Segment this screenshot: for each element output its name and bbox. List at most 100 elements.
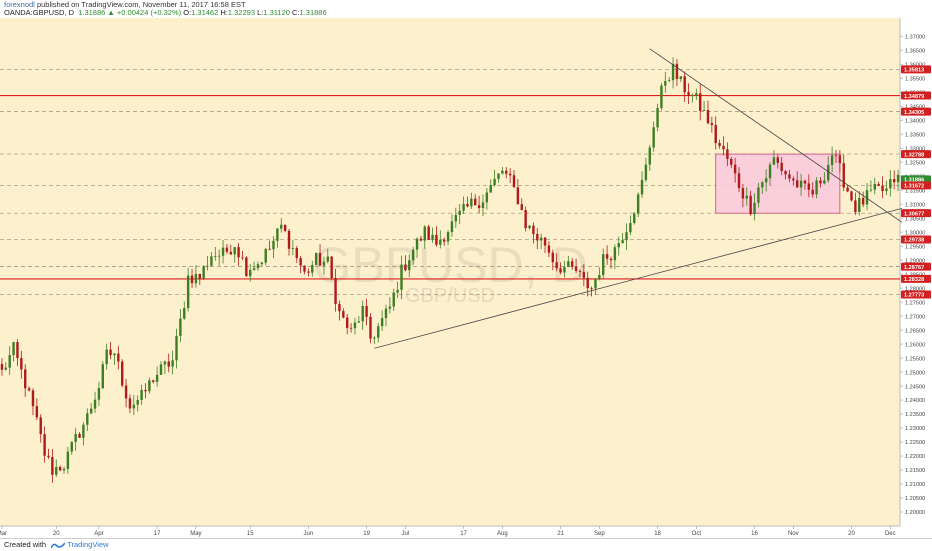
tradingview-link[interactable]: TradingView [67,540,109,549]
candle-body-up [194,273,198,284]
author-link[interactable]: forexnodl [4,0,35,9]
price-axis[interactable]: 1.370001.365001.360001.355001.350001.345… [900,34,925,516]
candle-body-up [761,182,764,188]
candle-body-up [384,308,388,319]
trendlines-layer[interactable] [374,48,903,349]
trendline[interactable] [374,207,903,349]
candle-body-up [272,240,275,250]
candle-body-up [392,292,395,307]
candle-body-up [411,249,415,261]
candle-body-up [621,240,624,244]
price-tick-label: 1.28000 [905,286,925,292]
time-axis[interactable]: Mar 20 Apr 17 May 15 Jun 19 Jul 17 Aug 21 Sep 18 Oct 16… [0,526,896,537]
candle-body-up [439,239,442,245]
open-value: 1.31462 [191,8,219,17]
candle-body-up [252,268,256,270]
candle-body-up [598,275,601,280]
candle-body-down [124,385,128,399]
time-tick-label: Jul [402,531,410,537]
time-tick-label: Nov [788,531,799,537]
candle-body-down [307,271,310,273]
candle-body-down [803,180,807,184]
trendline[interactable] [649,48,903,223]
publish-line: forexnodl published on TradingView.com, … [4,0,246,9]
candlestick-chart[interactable]: GBPUSD, D GBP/USD 1.370001.365001.360001… [0,0,932,538]
candle-body-down [365,305,368,317]
price-tag-box [901,262,931,271]
candle-body-up [613,247,617,261]
candle-body-up [82,424,85,438]
price-tag-label: 1.35813 [904,68,924,74]
time-tick-label: Oct [692,531,702,537]
candle-body-down [268,248,271,250]
price-tick-label: 1.23000 [905,426,925,432]
candle-body-down [551,252,555,263]
candle-body-up [377,326,380,338]
time-tick-label: 21 [557,531,564,537]
time-tick-label: Sep [594,531,605,537]
candle-body-down [784,171,787,175]
candle-body-up [528,225,531,229]
price-tag-label: 1.34879 [904,94,924,100]
candle-body-down [780,162,783,172]
candle-body-down [345,317,349,328]
price-tick-label: 1.31000 [905,202,925,208]
candle-body-down [27,388,31,391]
price-tag-label: 1.31886 [904,178,924,184]
candle-body-up [136,399,139,405]
candle-body-down [586,277,589,289]
price-tag-label: 1.27773 [904,293,924,299]
candle-body-up [470,198,473,207]
candle-body-up [132,404,136,409]
candle-body-up [163,361,167,365]
candle-body-down [819,180,822,184]
candle-body-up [431,234,434,240]
candle-body-up [489,185,492,193]
candle-body-up [446,232,450,242]
price-tick-label: 1.29000 [905,258,925,264]
candle-body-up [493,178,496,186]
candles-layer [0,57,900,483]
high-value: 1.32293 [227,8,255,17]
time-tick-label: 19 [363,531,370,537]
candle-body-up [264,248,267,263]
candle-body-up [702,110,706,111]
candle-body-down [31,390,35,407]
candle-body-up [679,76,683,79]
candle-body-down [776,157,780,163]
candle-body-down [559,268,562,273]
candle-body-down [338,303,341,312]
candle-body-up [481,202,485,209]
candle-body-down [834,155,838,157]
candle-body-down [574,266,578,272]
candle-body-down [117,353,120,362]
chart-header: forexnodl published on TradingView.com, … [0,0,932,18]
time-tick-label: 17 [154,531,161,537]
candle-body-down [811,189,814,195]
candle-body-up [357,321,361,323]
candle-body-down [342,311,345,318]
candle-body-up [210,256,213,266]
candle-body-down [555,262,558,269]
low-value: 1.31120 [263,8,290,17]
candle-body-down [51,457,54,475]
candle-body-down [299,258,302,266]
candle-body-down [792,178,795,181]
candle-body-up [823,180,826,184]
candle-body-up [772,157,776,165]
time-tick-label: Aug [497,531,508,537]
candle-body-up [408,260,411,271]
candle-body-up [62,468,66,471]
candle-body-down [43,434,46,456]
candle-body-up [217,255,221,257]
candle-body-down [20,358,23,370]
close-value: 1.31886 [299,8,327,17]
price-tick-label: 1.20500 [905,496,925,502]
symbol-watermark-sub: GBP/USD [405,285,495,307]
price-tick-label: 1.32500 [905,160,925,166]
candle-body-up [454,214,458,222]
time-axis-background [0,526,932,538]
candle-body-up [396,289,399,293]
candle-body-down [442,239,446,242]
candle-body-up [640,179,644,195]
